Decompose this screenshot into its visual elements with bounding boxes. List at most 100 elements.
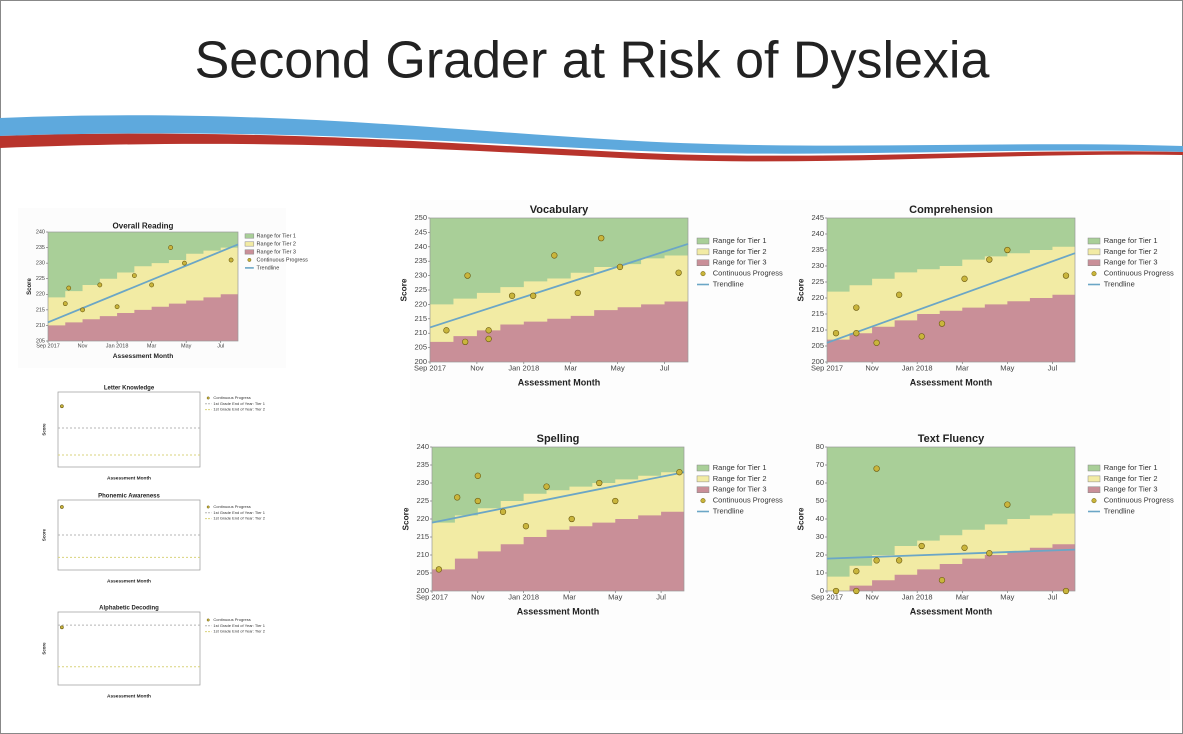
data-point — [444, 327, 450, 333]
x-tick-label: Mar — [564, 364, 577, 373]
data-point — [98, 283, 102, 287]
x-tick-label: Jan 2018 — [902, 364, 933, 373]
x-axis-label: Assessment Month — [107, 475, 151, 481]
data-point — [551, 253, 557, 259]
y-tick-label: 70 — [816, 460, 824, 469]
data-point — [530, 293, 536, 299]
data-point — [962, 276, 968, 282]
y-tick-label: 240 — [414, 242, 427, 251]
data-point — [60, 405, 63, 408]
y-tick-label: 60 — [816, 478, 824, 487]
x-tick-label: Sep 2017 — [416, 593, 448, 602]
data-point — [853, 330, 859, 336]
x-tick-label: Sep 2017 — [811, 593, 843, 602]
y-tick-label: 225 — [36, 276, 45, 282]
legend-label: Range for Tier 2 — [713, 247, 767, 256]
legend-label: Range for Tier 1 — [713, 463, 767, 472]
y-tick-label: 215 — [416, 532, 429, 541]
y-tick-label: 240 — [416, 442, 429, 451]
legend-label: Continuous Progress — [213, 617, 250, 622]
data-point — [896, 558, 902, 564]
legend-swatch — [245, 234, 254, 238]
x-tick-label: May — [1000, 593, 1014, 602]
legend-swatch — [697, 465, 709, 471]
y-tick-label: 235 — [414, 256, 427, 265]
legend-label: Range for Tier 3 — [1104, 485, 1158, 494]
legend-label: 1st Grade End of Year: Tier 1 — [213, 401, 265, 406]
data-point — [115, 305, 119, 309]
data-point — [1063, 273, 1069, 279]
x-tick-label: Mar — [956, 364, 969, 373]
legend-label: Range for Tier 2 — [1104, 474, 1158, 483]
data-point — [986, 257, 992, 263]
legend-swatch — [207, 619, 209, 621]
legend-swatch — [701, 271, 706, 276]
y-tick-label: 40 — [816, 514, 824, 523]
page: Second Grader at Risk of Dyslexia Overal… — [0, 0, 1183, 734]
y-tick-label: 210 — [36, 323, 45, 329]
y-axis-label: Score — [797, 507, 806, 530]
data-point — [569, 516, 575, 522]
x-tick-label: Jul — [217, 343, 224, 349]
legend-label: Range for Tier 3 — [257, 249, 296, 255]
x-tick-label: Jan 2018 — [106, 343, 129, 349]
x-axis-label: Assessment Month — [910, 606, 993, 616]
legend-label: Range for Tier 3 — [1104, 258, 1158, 267]
legend-swatch — [1088, 249, 1100, 255]
data-point — [523, 523, 529, 529]
y-tick-label: 210 — [414, 328, 427, 337]
x-axis-label: Assessment Month — [113, 353, 173, 360]
legend-label: Continuous Progress — [257, 257, 309, 263]
y-tick-label: 10 — [816, 568, 824, 577]
chart-title: Spelling — [537, 433, 580, 445]
data-point — [874, 466, 880, 472]
data-point — [509, 293, 515, 299]
y-tick-label: 230 — [36, 261, 45, 267]
x-tick-label: Sep 2017 — [36, 343, 60, 349]
data-point — [596, 480, 602, 486]
legend-label: Continuous Progress — [1104, 269, 1174, 278]
x-tick-label: May — [608, 593, 622, 602]
legend-label: Range for Tier 1 — [257, 233, 296, 239]
data-point — [80, 308, 84, 312]
data-point — [617, 264, 623, 270]
data-point — [677, 469, 683, 475]
y-tick-label: 205 — [414, 343, 427, 352]
y-tick-label: 235 — [416, 460, 429, 469]
y-tick-label: 235 — [811, 245, 824, 254]
chart-title: Letter Knowledge — [104, 385, 155, 391]
legend-label: Range for Tier 2 — [257, 241, 296, 247]
x-tick-label: Jul — [656, 593, 666, 602]
x-tick-label: May — [1000, 364, 1014, 373]
x-tick-label: Mar — [956, 593, 969, 602]
data-point — [462, 339, 468, 345]
legend-swatch — [207, 397, 209, 399]
data-point — [475, 498, 481, 504]
y-tick-label: 245 — [811, 213, 824, 222]
y-tick-label: 225 — [416, 496, 429, 505]
legend-label: 1st Grade End of Year: Tier 1 — [213, 623, 265, 628]
data-point — [939, 577, 945, 583]
x-tick-label: Nov — [78, 343, 88, 349]
y-tick-label: 215 — [36, 307, 45, 313]
data-point — [986, 550, 992, 556]
x-tick-label: Jan 2018 — [508, 364, 539, 373]
legend-swatch — [1092, 271, 1097, 276]
legend-label: Trendline — [713, 279, 744, 288]
x-tick-label: Jul — [1048, 593, 1058, 602]
y-tick-label: 205 — [416, 568, 429, 577]
legend-label: Trendline — [1104, 506, 1135, 515]
legend-swatch — [1088, 476, 1100, 482]
x-tick-label: Nov — [471, 593, 485, 602]
data-point — [853, 588, 859, 594]
x-tick-label: Jul — [660, 364, 670, 373]
legend-label: Range for Tier 3 — [713, 485, 767, 494]
data-point — [169, 245, 173, 249]
y-tick-label: 225 — [811, 277, 824, 286]
y-tick-label: 220 — [811, 293, 824, 302]
data-point — [132, 274, 136, 278]
data-point — [60, 505, 63, 508]
data-point — [486, 327, 492, 333]
legend-swatch — [697, 238, 709, 244]
x-tick-label: Jul — [1048, 364, 1058, 373]
